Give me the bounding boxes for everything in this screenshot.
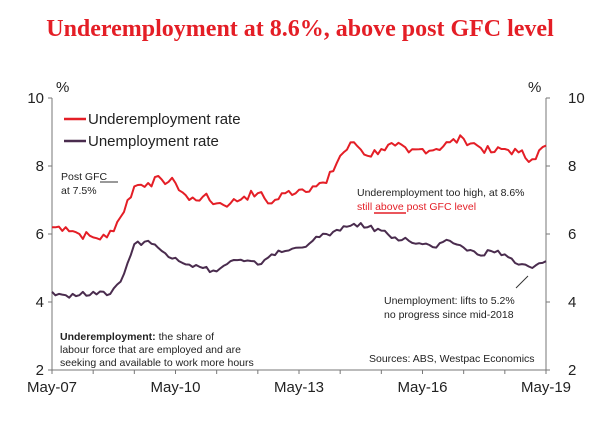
y-tick-label-right: 4: [568, 294, 576, 311]
definition-line-3: seeking and available to work more hours: [60, 357, 254, 369]
y-tick-label-right: 8: [568, 158, 576, 175]
definition-line-2: labour force that are employed and are: [60, 344, 241, 356]
y-tick-label-left: 4: [36, 294, 44, 311]
definition-line-1: Underemployment: the share of: [60, 331, 214, 343]
under-high-label-1: Underemployment too high, at 8.6%: [357, 187, 525, 199]
series-layer: [51, 134, 547, 299]
y-tick-label-right: 6: [568, 226, 576, 243]
legend: Underemployment rate Unemployment rate: [64, 111, 241, 150]
annotation-post-gfc: Post GFC at 7.5%: [61, 171, 118, 197]
under-high-label-2a: still: [357, 201, 375, 213]
y-tick-label-left: 8: [36, 158, 44, 175]
y-ticks-right: 10 8 6 4 2: [546, 90, 585, 379]
legend-label-underemployment: Underemployment rate: [88, 111, 241, 128]
x-tick-label: May-10: [150, 379, 200, 396]
definition-bold: Underemployment:: [60, 331, 156, 343]
y-tick-label-left: 10: [27, 90, 44, 107]
series-line-underemployment: [51, 134, 547, 241]
y-tick-label-left: 2: [36, 362, 44, 379]
y-ticks-left: 10 8 6 4 2: [27, 90, 52, 379]
x-tick-label: May-07: [27, 379, 77, 396]
y-unit-left: %: [56, 79, 69, 96]
definition-line-1-rest: the share of: [156, 331, 214, 343]
post-gfc-label-1: Post GFC: [61, 171, 108, 183]
annotation-unemployment: Unemployment: lifts to 5.2% no progress …: [384, 275, 529, 321]
y-tick-label-left: 6: [36, 226, 44, 243]
x-tick-label: May-16: [397, 379, 447, 396]
y-tick-label-right: 2: [568, 362, 576, 379]
legend-label-unemployment: Unemployment rate: [88, 133, 219, 150]
chart-title: Underemployment at 8.6%, above post GFC …: [46, 16, 554, 42]
x-tick-label: May-19: [521, 379, 571, 396]
y-tick-label-right: 10: [568, 90, 585, 107]
annotation-underemployment-high: Underemployment too high, at 8.6% still …: [357, 187, 525, 214]
y-unit-right: %: [528, 79, 541, 96]
sources-note: Sources: ABS, Westpac Economics: [369, 353, 535, 365]
annotation-definition: Underemployment: the share of labour for…: [60, 331, 254, 369]
under-high-label-2: still above post GFC level: [357, 201, 476, 213]
series-line-unemployment: [51, 222, 547, 299]
unemp-label-1: Unemployment: lifts to 5.2%: [384, 295, 515, 307]
under-high-label-2b: above: [375, 201, 404, 213]
x-ticks: May-07 May-10 May-13 May-16 May-19: [27, 370, 571, 396]
unemp-label-2: no progress since mid-2018: [384, 309, 514, 321]
under-high-label-2c: post GFC level: [404, 201, 476, 213]
unemp-leader: [515, 275, 529, 289]
post-gfc-label-2: at 7.5%: [61, 185, 97, 197]
x-tick-label: May-13: [274, 379, 324, 396]
